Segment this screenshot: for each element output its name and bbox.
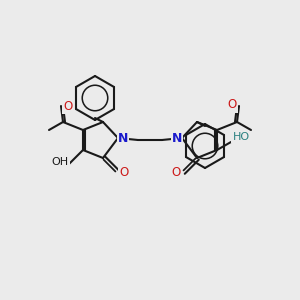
Text: O: O [171, 167, 181, 179]
Text: O: O [119, 167, 129, 179]
Text: HO: HO [232, 132, 250, 142]
Text: O: O [227, 98, 237, 112]
Text: O: O [63, 100, 73, 112]
Text: N: N [118, 131, 128, 145]
Text: N: N [172, 131, 182, 145]
Text: OH: OH [51, 157, 69, 167]
